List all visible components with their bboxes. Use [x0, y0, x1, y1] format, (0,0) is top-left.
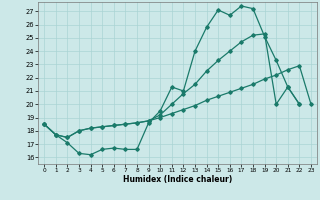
X-axis label: Humidex (Indice chaleur): Humidex (Indice chaleur) [123, 175, 232, 184]
